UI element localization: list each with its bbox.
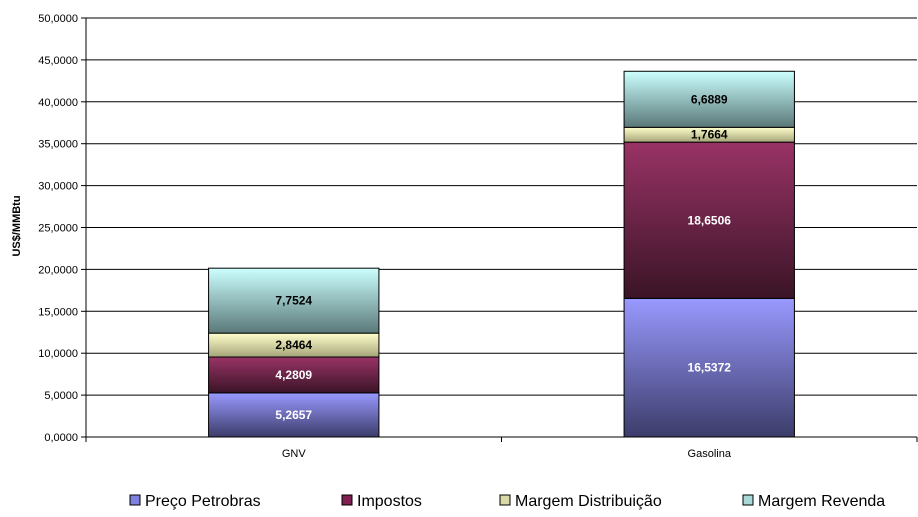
data-label: 5,2657 (275, 408, 312, 422)
legend-entry: Margem Distribuição (515, 493, 662, 510)
data-label: 7,7524 (275, 294, 312, 308)
bar-segment (208, 356, 380, 394)
y-tick-label: 35,0000 (38, 139, 78, 151)
legend-swatch (129, 494, 141, 506)
y-tick-label: 40,0000 (38, 97, 78, 109)
y-tick-label: 0,0000 (44, 432, 78, 444)
axes (81, 17, 918, 442)
data-label: 16,5372 (688, 361, 732, 375)
legend-swatch (341, 494, 353, 506)
y-tick-label: 20,0000 (38, 264, 78, 276)
bar-segment (208, 267, 380, 334)
legend: Preço Petrobras Impostos Margem Distribuiç… (129, 493, 885, 510)
data-label: 18,6506 (688, 213, 732, 227)
y-tick-label: 50,0000 (38, 13, 78, 25)
y-tick-label: 25,0000 (38, 223, 78, 235)
data-label: 2,8464 (275, 338, 312, 352)
bar-segment (623, 70, 795, 128)
y-axis-label: US$/MMBtu (11, 195, 23, 256)
x-tick-label: GNV (282, 448, 307, 460)
bar-segment (623, 141, 795, 299)
bars (208, 70, 795, 438)
data-label: 1,7664 (691, 128, 728, 142)
y-tick-label: 45,0000 (38, 55, 78, 67)
y-tick-label: 10,0000 (38, 348, 78, 360)
data-label: 4,2809 (275, 368, 312, 382)
y-tick-label: 30,0000 (38, 181, 78, 193)
x-tick-label: Gasolina (688, 448, 732, 460)
data-label: 6,6889 (691, 92, 728, 106)
legend-entry: Impostos (357, 493, 422, 510)
legend-entry: Margem Revenda (758, 493, 885, 510)
legend-entry: Preço Petrobras (145, 493, 261, 510)
y-tick-label: 15,0000 (38, 306, 78, 318)
labels: 0,0000 5,0000 10,0000 15,0000 20,0000 25,0000… (38, 13, 732, 460)
legend-swatch (742, 494, 754, 506)
bar-segment (623, 297, 795, 438)
y-tick-label: 5,0000 (44, 390, 78, 402)
legend-swatch (499, 494, 511, 506)
